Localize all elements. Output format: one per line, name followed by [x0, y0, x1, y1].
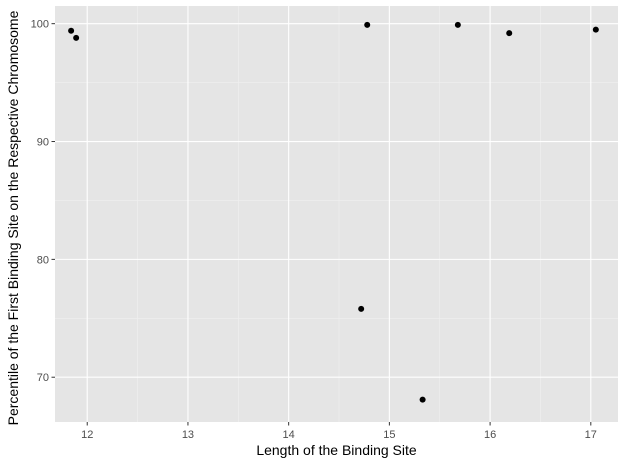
data-points	[68, 21, 599, 403]
data-point	[358, 305, 365, 312]
plot-panel	[55, 6, 618, 422]
y-axis: 70 80 90 100	[31, 19, 55, 384]
y-axis-title: Percentile of the First Binding Site on …	[5, 10, 21, 425]
y-tick-label: 70	[37, 372, 49, 384]
y-tick-label: 90	[37, 137, 49, 149]
x-tick-label: 12	[81, 429, 93, 441]
x-tick-label: 17	[585, 429, 597, 441]
data-point	[506, 30, 513, 37]
y-tick-label: 100	[31, 19, 49, 31]
y-tick-label: 80	[37, 254, 49, 266]
data-point	[454, 21, 461, 28]
data-point	[592, 26, 599, 33]
data-point	[364, 21, 371, 28]
x-tick-label: 13	[182, 429, 194, 441]
data-point	[419, 396, 426, 403]
data-point	[73, 34, 80, 41]
minor-gridlines	[55, 6, 618, 422]
x-tick-label: 16	[484, 429, 496, 441]
x-tick-label: 15	[383, 429, 395, 441]
major-gridlines	[55, 6, 618, 422]
x-tick-label: 14	[283, 429, 295, 441]
x-axis: 12 13 14 15 16 17	[81, 422, 597, 441]
data-point	[68, 27, 75, 34]
x-axis-title: Length of the Binding Site	[256, 442, 417, 458]
